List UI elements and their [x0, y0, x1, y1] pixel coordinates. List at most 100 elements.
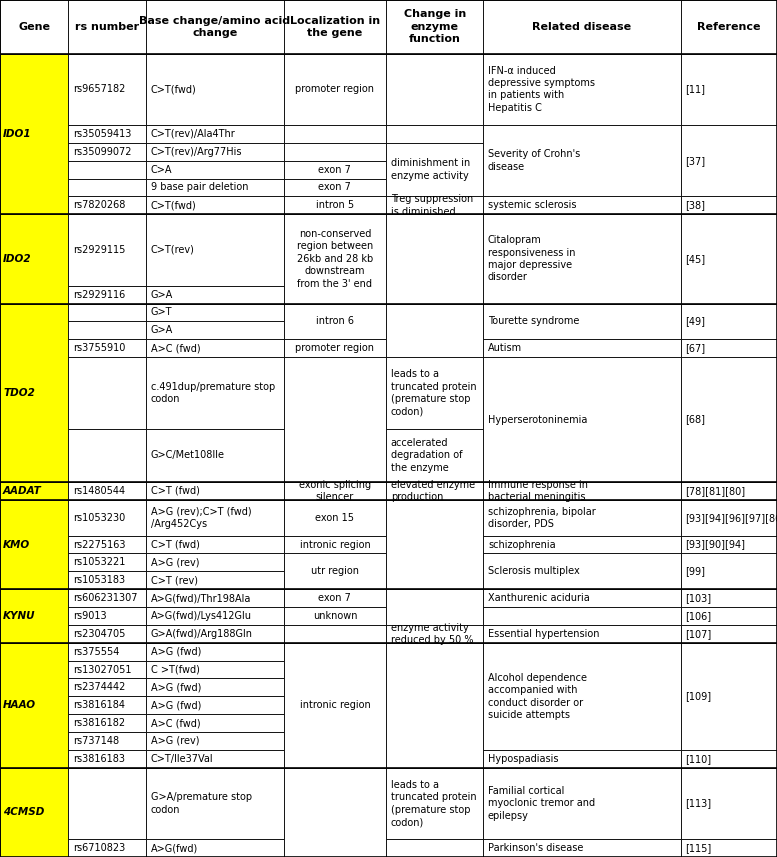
Text: A>C (fwd): A>C (fwd)	[151, 343, 200, 353]
Bar	[146, 339, 284, 357]
Text: [93][90][94]: [93][90][94]	[685, 540, 745, 549]
Text: C >T(fwd): C >T(fwd)	[151, 664, 200, 674]
Text: schizophrenia: schizophrenia	[488, 540, 556, 549]
Bar	[68, 178, 146, 196]
Text: intronic region: intronic region	[299, 540, 371, 549]
Bar	[681, 536, 777, 554]
Bar	[0, 54, 68, 214]
Bar	[68, 732, 146, 750]
Bar	[483, 54, 681, 125]
Text: [110]: [110]	[685, 754, 712, 764]
Bar	[483, 482, 681, 500]
Text: [106]: [106]	[685, 611, 712, 621]
Text: rs1053183: rs1053183	[73, 575, 125, 585]
Text: accelerated
degradation of
the enzyme: accelerated degradation of the enzyme	[391, 438, 462, 473]
Bar	[681, 214, 777, 303]
Bar	[681, 196, 777, 214]
Bar	[146, 697, 284, 714]
Text: G>C/Met108Ile: G>C/Met108Ile	[151, 450, 225, 460]
Text: Gene: Gene	[18, 21, 51, 32]
Bar	[386, 214, 483, 303]
Bar	[681, 357, 777, 482]
Bar	[681, 482, 777, 500]
Bar	[68, 679, 146, 697]
Text: [93][94][96][97][86]: [93][94][96][97][86]	[685, 512, 777, 523]
Text: [78][81][80]: [78][81][80]	[685, 486, 745, 496]
Bar	[146, 161, 284, 178]
Bar	[284, 0, 386, 54]
Text: exon 7: exon 7	[319, 593, 351, 603]
Text: G>T: G>T	[151, 308, 172, 317]
Bar	[681, 125, 777, 196]
Bar	[681, 768, 777, 839]
Text: rs2374442: rs2374442	[73, 682, 125, 692]
Bar	[146, 196, 284, 214]
Text: Xanthurenic aciduria: Xanthurenic aciduria	[488, 593, 590, 603]
Text: Tourette syndrome: Tourette syndrome	[488, 316, 580, 327]
Text: rs3816182: rs3816182	[73, 718, 125, 728]
Bar	[284, 339, 386, 357]
Text: G>A: G>A	[151, 326, 173, 335]
Bar	[68, 590, 146, 607]
Bar	[386, 768, 483, 839]
Text: A>C (fwd): A>C (fwd)	[151, 718, 200, 728]
Text: Alcohol dependence
accompanied with
conduct disorder or
suicide attempts: Alcohol dependence accompanied with cond…	[488, 673, 587, 720]
Text: systemic sclerosis: systemic sclerosis	[488, 201, 577, 210]
Text: Localization in
the gene: Localization in the gene	[290, 15, 380, 38]
Text: KMO: KMO	[3, 540, 30, 549]
Text: Hyperserotoninemia: Hyperserotoninemia	[488, 415, 587, 424]
Text: rs2929115: rs2929115	[73, 245, 125, 255]
Bar	[0, 303, 68, 482]
Bar	[146, 661, 284, 679]
Bar	[68, 661, 146, 679]
Bar	[146, 285, 284, 303]
Bar	[68, 554, 146, 572]
Bar	[386, 54, 483, 125]
Bar	[386, 196, 483, 214]
Text: intron 6: intron 6	[316, 316, 354, 327]
Text: rs2929116: rs2929116	[73, 290, 125, 300]
Bar	[386, 839, 483, 857]
Bar	[483, 196, 681, 214]
Text: exon 7: exon 7	[319, 165, 351, 175]
Text: HAAO: HAAO	[3, 700, 37, 710]
Text: Related disease: Related disease	[532, 21, 632, 32]
Text: Severity of Crohn's
disease: Severity of Crohn's disease	[488, 149, 580, 172]
Text: A>G(fwd)/Thr198Ala: A>G(fwd)/Thr198Ala	[151, 593, 251, 603]
Bar	[146, 0, 284, 54]
Bar	[146, 714, 284, 732]
Bar	[386, 643, 483, 768]
Text: [115]: [115]	[685, 843, 712, 853]
Bar	[146, 572, 284, 590]
Text: G>A(fwd)/Arg188Gln: G>A(fwd)/Arg188Gln	[151, 629, 253, 638]
Bar	[68, 839, 146, 857]
Bar	[386, 125, 483, 143]
Text: C>T(fwd): C>T(fwd)	[151, 201, 197, 210]
Bar	[681, 554, 777, 590]
Bar	[146, 607, 284, 625]
Text: IFN-α induced
depressive symptoms
in patients with
Hepatitis C: IFN-α induced depressive symptoms in pat…	[488, 66, 595, 113]
Bar	[68, 143, 146, 161]
Text: A>G (rev): A>G (rev)	[151, 736, 199, 746]
Text: [103]: [103]	[685, 593, 712, 603]
Text: [109]: [109]	[685, 692, 712, 701]
Bar	[386, 428, 483, 482]
Text: schizophrenia, bipolar
disorder, PDS: schizophrenia, bipolar disorder, PDS	[488, 506, 596, 529]
Text: rs2304705: rs2304705	[73, 629, 125, 638]
Text: A>G(fwd): A>G(fwd)	[151, 843, 198, 853]
Bar	[483, 554, 681, 590]
Text: rs9013: rs9013	[73, 611, 106, 621]
Bar	[681, 339, 777, 357]
Bar	[68, 161, 146, 178]
Text: [49]: [49]	[685, 316, 706, 327]
Text: unknown: unknown	[312, 611, 357, 621]
Text: [107]: [107]	[685, 629, 712, 638]
Text: rs375554: rs375554	[73, 647, 120, 656]
Bar	[68, 214, 146, 285]
Bar	[68, 625, 146, 643]
Bar	[483, 500, 681, 536]
Text: rs9657182: rs9657182	[73, 84, 125, 94]
Bar	[386, 590, 483, 625]
Bar	[284, 625, 386, 643]
Bar	[146, 54, 284, 125]
